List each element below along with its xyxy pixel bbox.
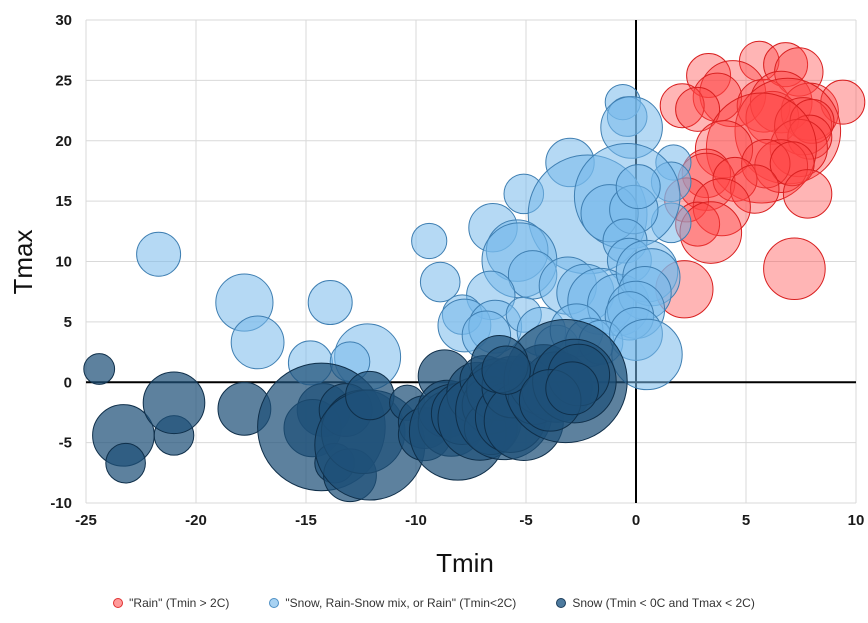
- bubble-s1-21: [419, 261, 461, 303]
- legend-label-rain: "Rain" (Tmin > 2C): [129, 596, 230, 610]
- bubble-s0-7: [675, 86, 721, 132]
- x-tick-label-6: 5: [742, 512, 750, 529]
- bubble-s0-17: [769, 118, 828, 178]
- bubble-s0-16: [787, 114, 833, 160]
- bubble-s0-8: [736, 78, 791, 133]
- legend-swatch-rain: [113, 598, 124, 608]
- bubble-s0-3: [686, 53, 732, 99]
- legend-label-mix: "Snow, Rain-Snow mix, or Rain" (Tmin<2C): [285, 596, 517, 610]
- legend-swatch-snow: [556, 598, 567, 608]
- y-tick-label-8: 30: [55, 12, 72, 29]
- bubble-s0-6: [659, 83, 705, 129]
- bubble-s0-13: [734, 77, 842, 185]
- y-tick-label-5: 15: [55, 193, 72, 210]
- y-tick-label-1: -5: [59, 435, 72, 452]
- legend-item-rain: "Rain" (Tmin > 2C): [113, 596, 229, 610]
- bubble-s0-21: [741, 138, 791, 189]
- bubble-s0-20: [754, 139, 809, 194]
- x-tick-label-7: 10: [848, 512, 865, 529]
- bubble-s0-32: [763, 237, 826, 301]
- bubble-chart: -25 -20 -15 -10 -5 0 5 10 -10 -5 0 5 10 15 20 25 30 Tmin…: [8, 12, 866, 578]
- legend-item-snow: Snow (Tmin < 0C and Tmax < 2C): [556, 596, 755, 610]
- x-tick-label-0: -25: [75, 512, 97, 529]
- tick-labels: -25 -20 -15 -10 -5 0 5 10 -10 -5 0 5 10 15 20 25 30: [50, 12, 864, 529]
- bubble-s0-22: [769, 141, 815, 187]
- bubble-s1-16: [411, 222, 448, 260]
- bubble-s0-11: [820, 79, 866, 125]
- x-tick-label-4: -5: [519, 512, 532, 529]
- bubble-s2-14: [345, 370, 395, 421]
- legend-label-snow: Snow (Tmin < 0C and Tmax < 2C): [572, 596, 755, 610]
- bubble-s1-23: [307, 280, 353, 326]
- bubbles: [83, 40, 866, 503]
- y-tick-label-0: -10: [50, 495, 72, 512]
- legend-item-mix: "Snow, Rain-Snow mix, or Rain" (Tmin<2C): [269, 596, 516, 610]
- bubble-s1-17: [136, 231, 182, 277]
- legend: "Rain" (Tmin > 2C) "Snow, Rain-Snow mix,…: [0, 596, 868, 610]
- x-tick-label-1: -20: [185, 512, 207, 529]
- legend-swatch-mix: [269, 598, 280, 608]
- bubble-s0-4: [699, 60, 767, 128]
- bubble-s0-31: [679, 201, 743, 264]
- y-tick-label-2: 0: [64, 374, 72, 391]
- bubble-s2-42: [545, 361, 600, 416]
- bubble-s2-4: [142, 371, 206, 435]
- bubble-s0-26: [782, 169, 833, 219]
- x-tick-label-2: -15: [295, 512, 317, 529]
- bubble-s0-27: [730, 164, 780, 214]
- x-axis-title: Tmin: [436, 548, 494, 578]
- x-tick-label-3: -10: [405, 512, 427, 529]
- bubble-s1-24: [230, 315, 285, 370]
- y-tick-label-4: 10: [55, 254, 72, 271]
- bubble-s0-25: [712, 156, 758, 202]
- bubble-s1-12: [615, 164, 661, 210]
- y-tick-label-3: 5: [64, 314, 72, 331]
- bubble-s2-40: [481, 345, 531, 395]
- bubble-s2-2: [105, 442, 146, 484]
- bubble-s0-19: [694, 120, 754, 179]
- x-tick-label-5: 0: [632, 512, 640, 529]
- y-tick-label-7: 25: [55, 72, 72, 89]
- bubble-s2-0: [83, 353, 116, 385]
- y-tick-label-6: 20: [55, 133, 72, 150]
- y-axis-title: Tmax: [8, 230, 38, 295]
